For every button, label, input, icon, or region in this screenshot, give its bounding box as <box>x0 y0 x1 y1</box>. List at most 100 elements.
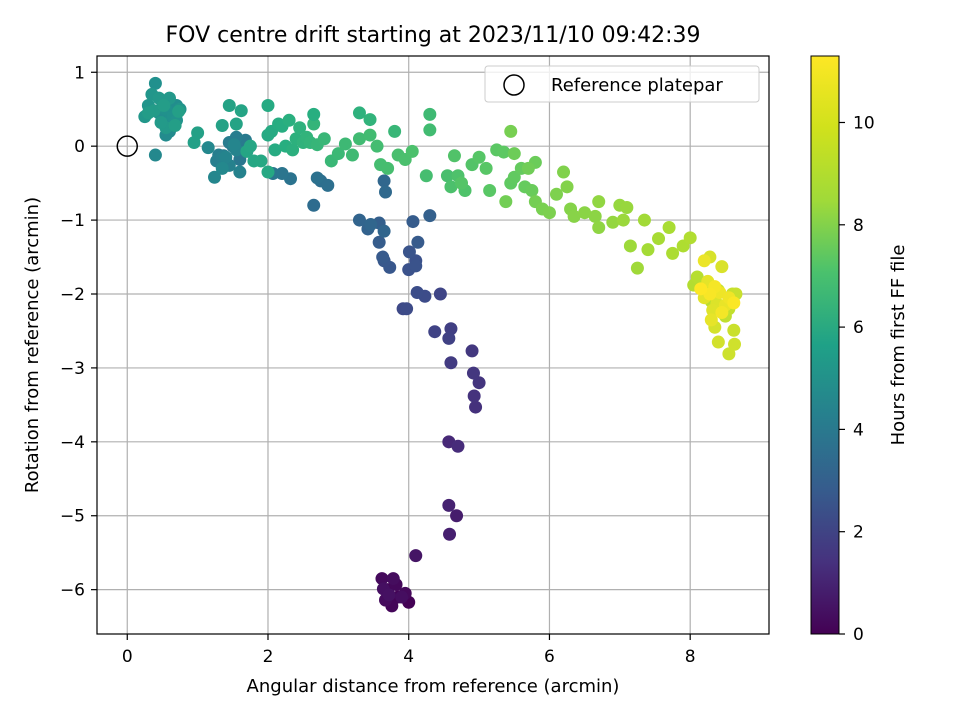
data-point <box>428 325 442 339</box>
chart-title: FOV centre drift starting at 2023/11/10 … <box>166 23 701 48</box>
data-point <box>395 590 409 604</box>
colorbar-tick-label: 8 <box>853 216 864 236</box>
data-point <box>215 118 229 132</box>
legend: Reference platepar <box>484 65 760 103</box>
data-point <box>370 139 384 153</box>
data-point <box>443 527 457 541</box>
data-point <box>405 144 419 158</box>
colorbar-gradient <box>810 55 840 635</box>
data-point <box>592 220 606 234</box>
data-point <box>141 106 155 120</box>
y-axis-label: Rotation from reference (arcmin) <box>22 197 43 493</box>
data-point <box>293 121 307 135</box>
data-point <box>148 148 162 162</box>
data-point <box>525 184 539 198</box>
data-point <box>483 184 497 198</box>
data-point <box>630 261 644 275</box>
data-point <box>588 209 602 223</box>
data-point <box>201 141 215 155</box>
data-point <box>504 124 518 138</box>
colorbar-tick-label: 4 <box>853 420 864 440</box>
data-point <box>567 209 581 223</box>
x-axis-label: Angular distance from reference (arcmin) <box>247 676 620 697</box>
reference-marker-layer <box>116 135 139 157</box>
data-point <box>286 143 300 157</box>
data-point <box>352 213 366 227</box>
data-point <box>683 231 697 245</box>
y-tick-label: −4 <box>60 433 85 453</box>
y-axis-ticks: 1 0 −1 −2 −3 −4 −5 −6 <box>60 63 97 601</box>
plot-frame <box>96 55 770 635</box>
data-point <box>715 260 729 274</box>
data-point <box>466 366 480 380</box>
data-point <box>364 218 378 232</box>
colorbar: 0 2 4 6 8 10 Hours from first FF file <box>810 55 909 645</box>
data-point <box>697 254 711 268</box>
data-point <box>469 400 483 414</box>
data-point <box>382 588 396 602</box>
data-point <box>381 161 395 175</box>
data-point <box>168 118 182 132</box>
data-point <box>282 113 296 127</box>
data-point <box>400 302 414 316</box>
y-tick-label: 1 <box>74 63 85 83</box>
data-point <box>379 185 393 199</box>
x-tick-label: 0 <box>122 647 133 667</box>
data-point <box>715 305 729 319</box>
data-point <box>423 107 437 121</box>
data-point <box>372 235 386 249</box>
data-point <box>467 389 481 403</box>
data-point <box>208 170 222 184</box>
data-point <box>233 165 247 179</box>
data-point <box>442 331 456 345</box>
data-point <box>352 106 366 120</box>
data-point <box>652 232 666 246</box>
data-point <box>261 165 275 179</box>
legend-box <box>484 65 760 103</box>
data-point <box>447 149 461 163</box>
legend-label: Reference platepar <box>551 75 723 96</box>
x-tick-label: 8 <box>685 647 696 667</box>
data-point <box>154 116 168 130</box>
data-point <box>728 337 742 351</box>
data-point <box>352 132 366 146</box>
data-point <box>321 178 335 192</box>
data-point <box>433 287 447 301</box>
data-point <box>402 245 416 259</box>
reference-platepar-marker <box>116 135 139 157</box>
data-point <box>261 99 275 113</box>
data-point <box>363 128 377 142</box>
data-point <box>592 195 606 209</box>
data-point <box>376 250 390 264</box>
data-point <box>222 99 236 113</box>
data-point <box>711 335 725 349</box>
data-point <box>423 209 437 223</box>
data-point <box>307 198 321 212</box>
data-point <box>227 138 241 152</box>
data-point <box>450 509 464 523</box>
colorbar-tick-label: 0 <box>853 625 864 645</box>
data-point <box>507 147 521 161</box>
data-point <box>542 206 556 220</box>
data-point <box>275 167 289 181</box>
data-point <box>363 113 377 127</box>
y-tick-label: −2 <box>60 285 85 305</box>
data-point <box>465 344 479 358</box>
data-point <box>666 246 680 260</box>
data-point <box>375 572 389 586</box>
data-point <box>549 187 563 201</box>
data-point <box>442 498 456 512</box>
colorbar-label: Hours from first FF file <box>888 245 909 446</box>
data-point <box>229 117 243 131</box>
data-point <box>172 104 186 118</box>
y-tick-label: 0 <box>74 137 85 157</box>
data-point <box>690 270 704 284</box>
data-point <box>409 549 423 563</box>
data-point <box>641 243 655 257</box>
colorbar-tick-label: 6 <box>853 318 864 338</box>
legend-marker-icon <box>503 74 525 96</box>
data-point <box>454 176 468 190</box>
colorbar-tick-label: 2 <box>853 523 864 543</box>
data-point <box>444 356 458 370</box>
